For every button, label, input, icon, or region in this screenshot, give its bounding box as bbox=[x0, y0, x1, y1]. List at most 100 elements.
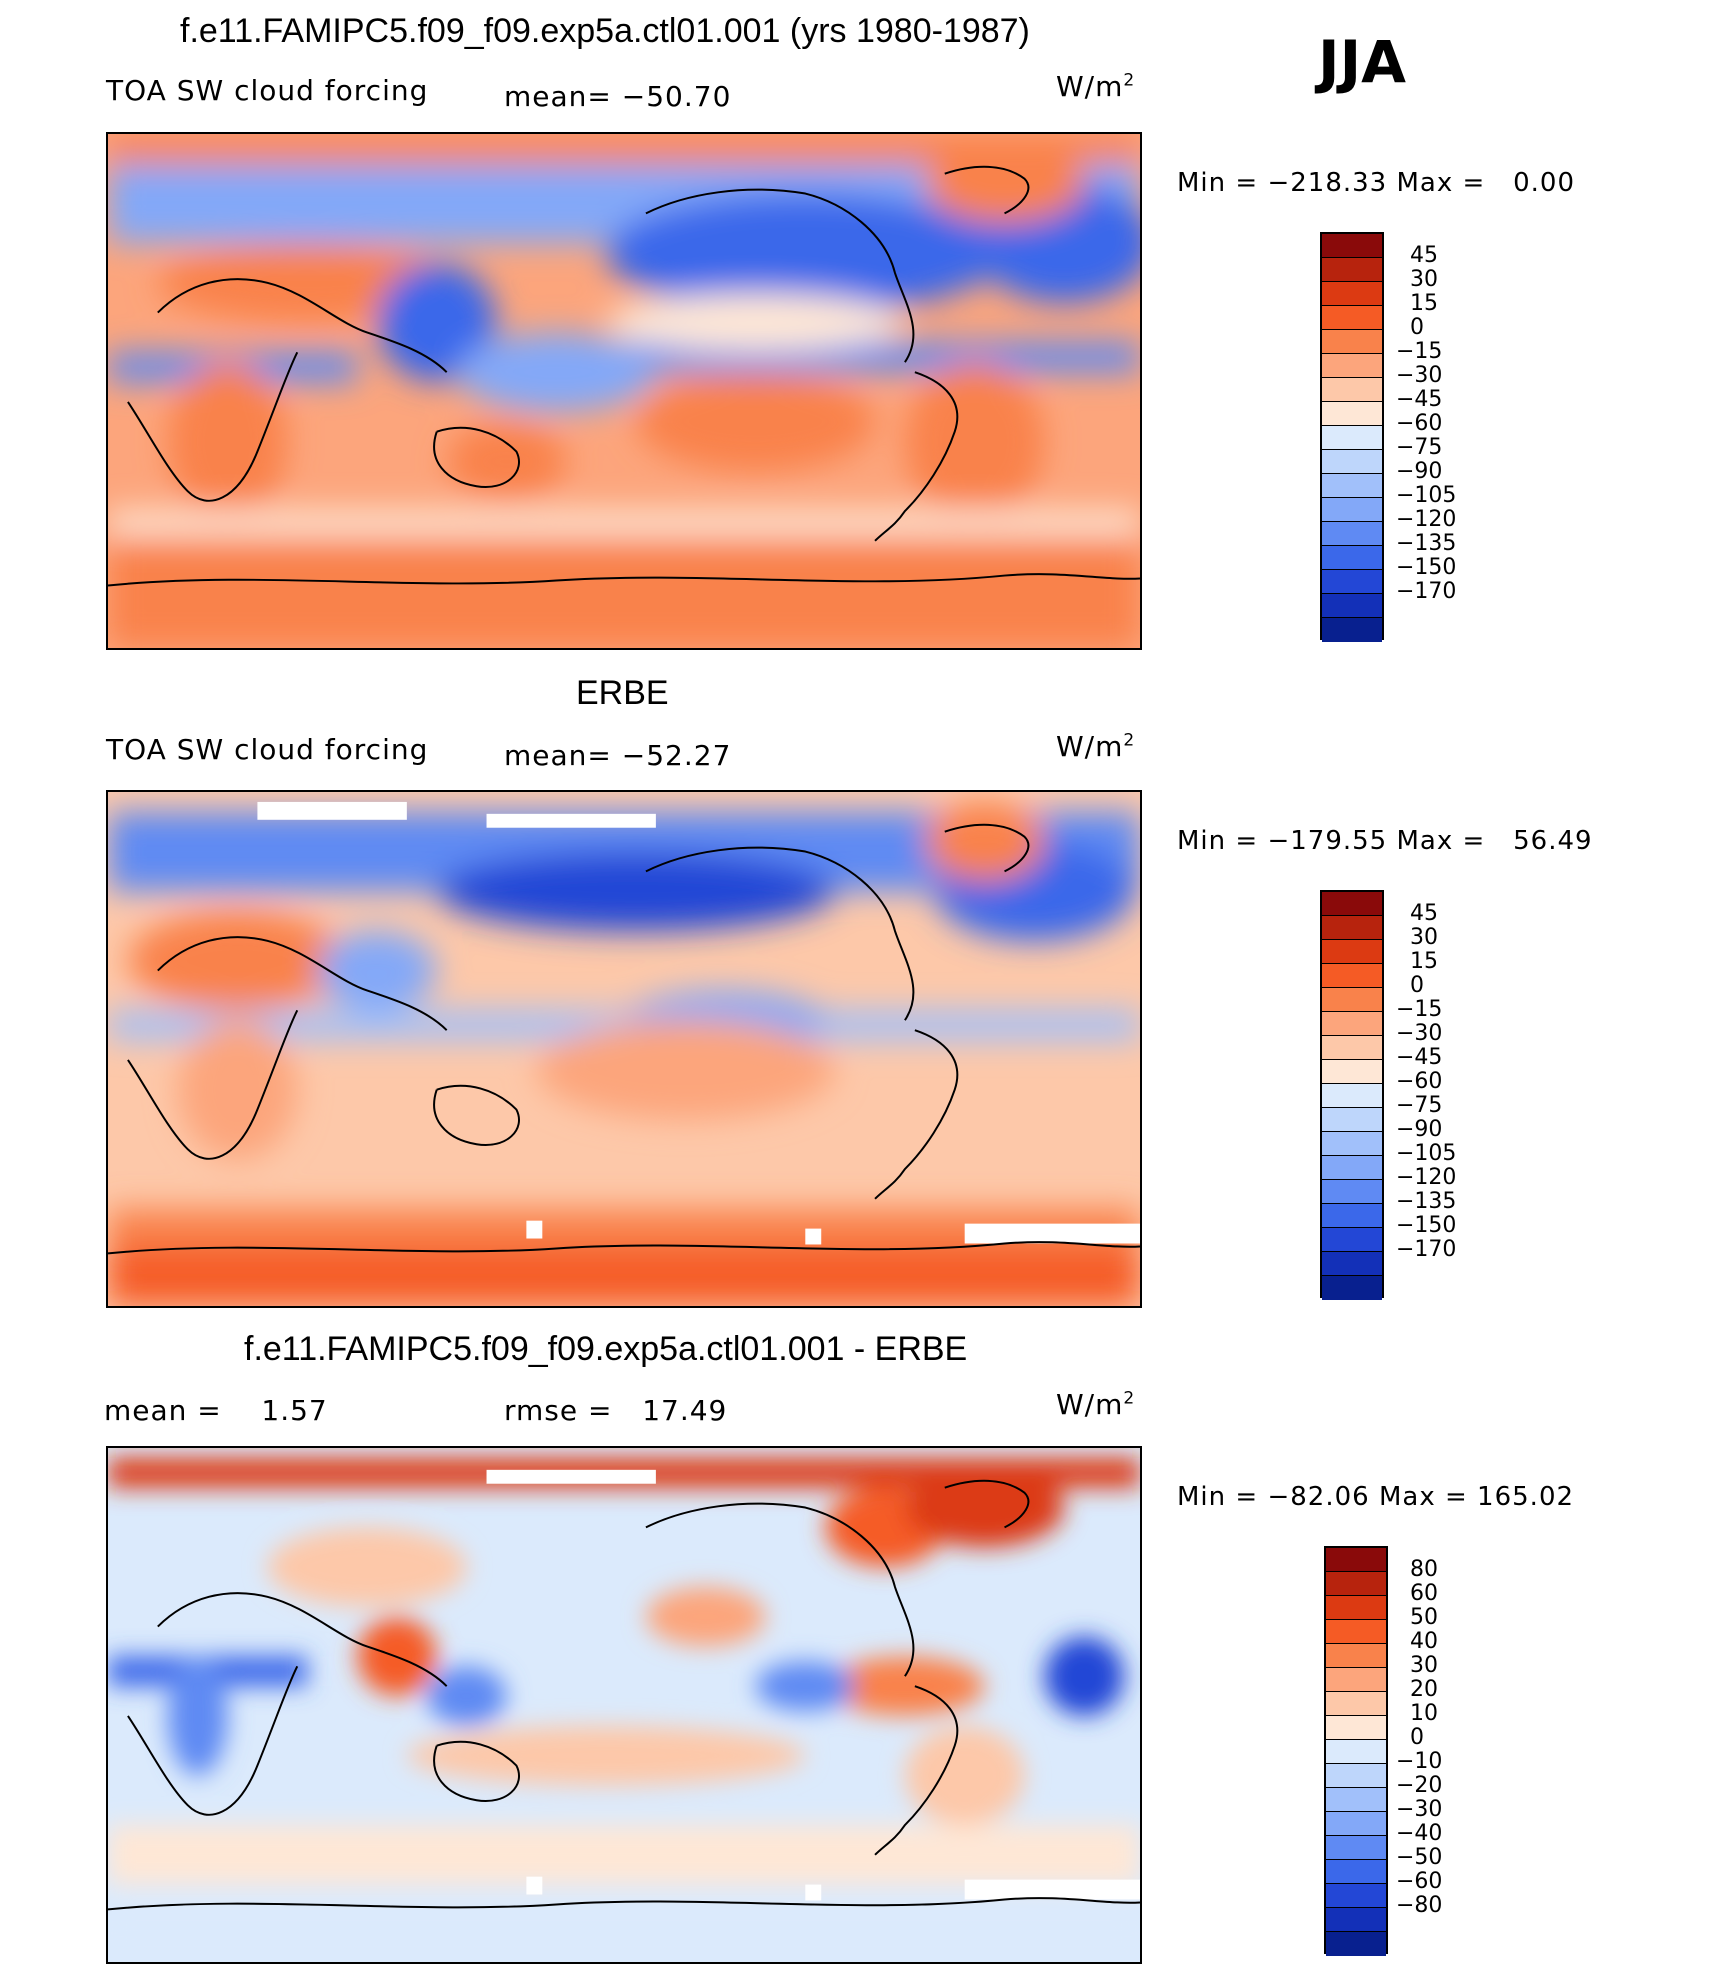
colorbar-segment bbox=[1322, 522, 1382, 546]
colorbar-tick-label: −150 bbox=[1396, 555, 1457, 580]
colorbar-segment bbox=[1326, 1908, 1386, 1932]
colorbar-tick-label: 10 bbox=[1410, 1701, 1438, 1726]
colorbar-segment bbox=[1326, 1884, 1386, 1908]
panel-2-minmax: Min = −179.55 Max = 56.49 bbox=[1177, 826, 1593, 856]
panel-1-field-label: TOA SW cloud forcing bbox=[106, 74, 429, 107]
season-label: JJA bbox=[1318, 28, 1407, 96]
panel-2-field-label: TOA SW cloud forcing bbox=[106, 733, 429, 766]
colorbar-tick-label: 45 bbox=[1410, 901, 1438, 926]
colorbar-segment bbox=[1326, 1644, 1386, 1668]
panel-2-coastlines bbox=[108, 823, 1140, 1255]
colorbar-segment bbox=[1326, 1716, 1386, 1740]
panel-1-title: f.e11.FAMIPC5.f09_f09.exp5a.ctl01.001 (y… bbox=[180, 12, 1030, 50]
colorbar-tick-label: −15 bbox=[1396, 339, 1443, 364]
panel-2-mean-value: −52.27 bbox=[621, 739, 732, 772]
panel-1-colorbar bbox=[1320, 232, 1384, 642]
panel-1-mean-value: −50.70 bbox=[621, 80, 732, 113]
colorbar-tick-label: −60 bbox=[1396, 411, 1443, 436]
colorbar-tick-label: −135 bbox=[1396, 1189, 1457, 1214]
colorbar-segment bbox=[1322, 306, 1382, 330]
panel-2-title: ERBE bbox=[576, 674, 669, 712]
panel-3-mean-value: 1.57 bbox=[261, 1394, 328, 1427]
panel-2-max-label: Max bbox=[1396, 826, 1454, 856]
colorbar-segment bbox=[1322, 618, 1382, 642]
colorbar-segment bbox=[1322, 940, 1382, 964]
colorbar-segment bbox=[1326, 1860, 1386, 1884]
panel-3-rmse-label: rmse = bbox=[504, 1394, 613, 1427]
colorbar-segment bbox=[1322, 258, 1382, 282]
panel-1-min-label: Min bbox=[1177, 168, 1227, 198]
panel-2-map-field bbox=[108, 792, 1140, 1306]
colorbar-tick-label: 80 bbox=[1410, 1557, 1438, 1582]
colorbar-tick-label: 0 bbox=[1410, 973, 1424, 998]
colorbar-tick-label: −30 bbox=[1396, 1797, 1443, 1822]
colorbar-tick-label: −135 bbox=[1396, 531, 1457, 556]
panel-3-mean-label: mean = bbox=[104, 1394, 222, 1427]
panel-1-max-value: 0.00 bbox=[1513, 168, 1575, 198]
colorbar-tick-label: 15 bbox=[1410, 291, 1438, 316]
colorbar-segment bbox=[1322, 1012, 1382, 1036]
colorbar-segment bbox=[1326, 1692, 1386, 1716]
colorbar-tick-label: −80 bbox=[1396, 1893, 1443, 1918]
colorbar-segment bbox=[1322, 354, 1382, 378]
panel-1-map bbox=[106, 132, 1142, 650]
colorbar-tick-label: −20 bbox=[1396, 1773, 1443, 1798]
colorbar-segment bbox=[1326, 1788, 1386, 1812]
panel-2-missing-data bbox=[257, 801, 1140, 1245]
colorbar-tick-label: −45 bbox=[1396, 1045, 1443, 1070]
colorbar-tick-label: −45 bbox=[1396, 387, 1443, 412]
panel-1-mean: mean= −50.70 bbox=[504, 80, 731, 113]
colorbar-tick-label: −15 bbox=[1396, 997, 1443, 1022]
panel-1-max-label: Max bbox=[1396, 168, 1454, 198]
panel-2-min-label: Min bbox=[1177, 826, 1227, 856]
panel-3-max-label: Max bbox=[1378, 1482, 1436, 1512]
panel-3-title: f.e11.FAMIPC5.f09_f09.exp5a.ctl01.001 - … bbox=[244, 1330, 968, 1368]
panel-2-colorbar bbox=[1320, 890, 1384, 1300]
colorbar-segment bbox=[1322, 282, 1382, 306]
colorbar-segment bbox=[1326, 1740, 1386, 1764]
colorbar-tick-label: 45 bbox=[1410, 243, 1438, 268]
colorbar-segment bbox=[1322, 498, 1382, 522]
colorbar-tick-label: −60 bbox=[1396, 1069, 1443, 1094]
panel-2-max-value: 56.49 bbox=[1513, 826, 1593, 856]
colorbar-segment bbox=[1322, 1132, 1382, 1156]
panel-3-missing-data bbox=[486, 1469, 1140, 1901]
colorbar-segment bbox=[1326, 1572, 1386, 1596]
colorbar-tick-label: −60 bbox=[1396, 1869, 1443, 1894]
panel-1-coastlines bbox=[108, 165, 1140, 587]
colorbar-tick-label: −90 bbox=[1396, 1117, 1443, 1142]
colorbar-tick-label: −120 bbox=[1396, 507, 1457, 532]
panel-1-min-value: −218.33 bbox=[1267, 168, 1388, 198]
panel-2-units: W/m2 bbox=[1056, 730, 1136, 763]
panel-3-colorbar bbox=[1324, 1546, 1388, 1956]
colorbar-tick-label: −10 bbox=[1396, 1749, 1443, 1774]
colorbar-tick-label: 30 bbox=[1410, 1653, 1438, 1678]
colorbar-segment bbox=[1322, 964, 1382, 988]
colorbar-tick-label: 30 bbox=[1410, 267, 1438, 292]
colorbar-tick-label: −75 bbox=[1396, 435, 1443, 460]
panel-1-units: W/m2 bbox=[1056, 70, 1136, 103]
colorbar-tick-label: −150 bbox=[1396, 1213, 1457, 1238]
colorbar-segment bbox=[1322, 402, 1382, 426]
panel-3-coastlines bbox=[108, 1479, 1140, 1911]
panel-1-mean-label: mean= bbox=[504, 80, 612, 113]
colorbar-tick-label: −105 bbox=[1396, 1141, 1457, 1166]
colorbar-tick-label: −30 bbox=[1396, 363, 1443, 388]
colorbar-segment bbox=[1322, 570, 1382, 594]
colorbar-tick-label: −170 bbox=[1396, 1237, 1457, 1262]
colorbar-tick-label: −90 bbox=[1396, 459, 1443, 484]
panel-1-map-field bbox=[108, 134, 1140, 648]
colorbar-segment bbox=[1322, 1156, 1382, 1180]
colorbar-segment bbox=[1322, 234, 1382, 258]
colorbar-segment bbox=[1322, 1228, 1382, 1252]
colorbar-segment bbox=[1322, 988, 1382, 1012]
colorbar-segment bbox=[1322, 1060, 1382, 1084]
colorbar-tick-label: −50 bbox=[1396, 1845, 1443, 1870]
panel-3-map bbox=[106, 1446, 1142, 1964]
colorbar-segment bbox=[1326, 1548, 1386, 1572]
colorbar-tick-label: −30 bbox=[1396, 1021, 1443, 1046]
panel-2-map bbox=[106, 790, 1142, 1308]
colorbar-segment bbox=[1322, 1252, 1382, 1276]
colorbar-segment bbox=[1322, 330, 1382, 354]
panel-3-rmse-value: 17.49 bbox=[642, 1394, 728, 1427]
